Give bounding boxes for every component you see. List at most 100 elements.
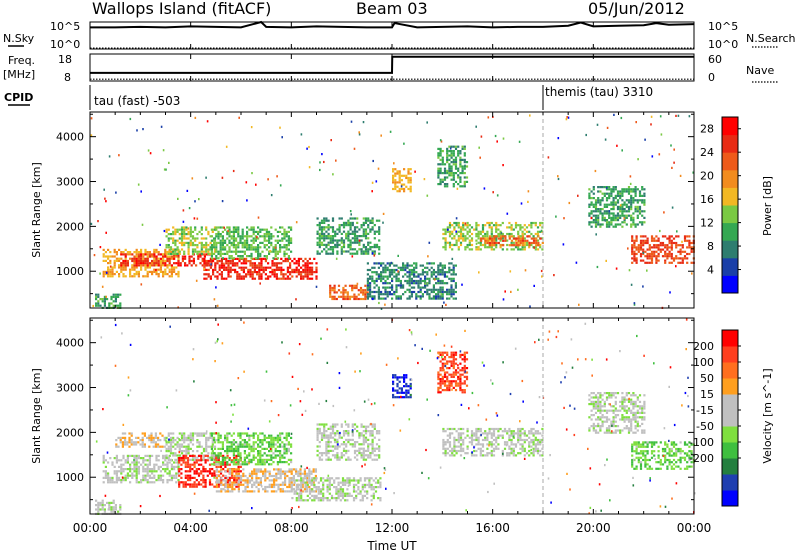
data-cell-11 xyxy=(484,237,487,240)
data-cell-5 xyxy=(303,470,306,473)
data-cell-1 xyxy=(111,481,114,484)
data-cell-4 xyxy=(207,268,210,271)
data-cell-6 xyxy=(217,439,220,442)
data-cell-5 xyxy=(290,226,293,229)
data-cell-3 xyxy=(174,250,177,253)
data-cell-2 xyxy=(190,264,193,267)
data-cell-4 xyxy=(206,474,209,477)
data-cell-4 xyxy=(253,266,256,269)
data-cell-11 xyxy=(457,224,460,227)
data-cell-7 xyxy=(369,248,372,251)
data-cell-4 xyxy=(193,481,196,484)
data-cell-14 xyxy=(672,237,676,240)
data-cell-4 xyxy=(224,476,227,479)
data-cell-12 xyxy=(480,239,483,242)
data-cell-3 xyxy=(183,445,186,448)
data-cell-1 xyxy=(146,463,149,466)
data-cell-7 xyxy=(328,499,331,502)
data-cell-14 xyxy=(688,252,691,256)
data-cell-4 xyxy=(269,266,272,269)
data-cell-12 xyxy=(486,239,489,242)
data-cell-0 xyxy=(112,304,115,307)
data-cell-12 xyxy=(504,237,507,240)
data-cell-14 xyxy=(657,239,660,242)
data-cell-14 xyxy=(670,239,673,242)
sparse-echo xyxy=(353,147,356,150)
data-cell-1 xyxy=(135,457,138,460)
data-cell-6 xyxy=(239,454,242,457)
data-cell-7 xyxy=(379,481,382,484)
data-cell-6 xyxy=(237,432,240,435)
data-cell-1 xyxy=(177,275,180,278)
data-cell-3 xyxy=(189,244,192,247)
data-cell-5 xyxy=(290,470,293,473)
data-cell-6 xyxy=(331,289,334,292)
data-cell-1 xyxy=(148,481,151,484)
data-cell-5 xyxy=(288,477,291,480)
data-cell-11 xyxy=(462,228,465,231)
data-cell-10 xyxy=(461,165,464,168)
data-cell-7 xyxy=(345,250,348,253)
data-cell-10 xyxy=(448,150,451,153)
data-cell-5 xyxy=(217,241,220,244)
data-cell-13 xyxy=(590,190,593,193)
sparse-echo xyxy=(455,230,457,233)
data-cell-7 xyxy=(351,232,354,235)
data-cell-8 xyxy=(406,266,409,269)
data-cell-7 xyxy=(377,486,380,489)
data-cell-8 xyxy=(454,290,457,294)
data-cell-7 xyxy=(313,499,316,502)
sparse-echo xyxy=(635,121,637,124)
data-cell-1 xyxy=(153,474,156,477)
data-cell-12 xyxy=(526,239,529,242)
data-cell-6 xyxy=(232,458,235,461)
data-cell-6 xyxy=(232,447,235,450)
data-cell-7 xyxy=(378,230,381,233)
data-cell-8 xyxy=(408,275,411,278)
data-cell-14 xyxy=(670,248,673,251)
data-cell-9 xyxy=(409,181,412,184)
data-cell-6 xyxy=(272,439,275,442)
data-cell-9 xyxy=(392,181,395,184)
data-cell-4 xyxy=(213,470,216,473)
data-cell-13 xyxy=(614,201,617,204)
data-cell-8 xyxy=(450,295,453,298)
data-cell-7 xyxy=(357,479,360,482)
sparse-echo xyxy=(688,115,691,118)
data-cell-4 xyxy=(239,481,242,484)
data-cell-14 xyxy=(657,246,660,249)
data-cell-8 xyxy=(377,293,380,296)
data-cell-4 xyxy=(289,262,292,265)
data-cell-1 xyxy=(131,474,134,477)
data-cell-4 xyxy=(206,470,209,473)
sparse-echo xyxy=(650,123,652,126)
data-cell-5 xyxy=(270,485,273,489)
data-cell-5 xyxy=(285,233,288,236)
data-cell-11 xyxy=(523,224,526,227)
data-cell-1 xyxy=(146,266,149,269)
data-cell-1 xyxy=(155,270,158,273)
data-cell-12 xyxy=(510,244,514,247)
data-cell-3 xyxy=(209,436,212,439)
data-cell-3 xyxy=(178,432,181,435)
data-cell-6 xyxy=(219,447,222,450)
data-cell-7 xyxy=(293,492,296,495)
data-cell-6 xyxy=(274,450,277,453)
data-cell-7 xyxy=(341,492,345,495)
data-cell-1 xyxy=(173,461,176,464)
data-cell-3 xyxy=(174,228,177,231)
data-cell-11 xyxy=(517,224,520,227)
data-cell-4 xyxy=(220,264,223,267)
data-cell-1 xyxy=(107,268,110,271)
data-cell-4 xyxy=(304,271,307,274)
data-cell-13 xyxy=(641,201,644,204)
sparse-echo xyxy=(483,187,486,190)
data-cell-7 xyxy=(372,497,375,500)
data-cell-4 xyxy=(189,454,192,457)
data-cell-3 xyxy=(165,228,168,231)
data-cell-7 xyxy=(351,224,354,227)
data-cell-7 xyxy=(308,492,312,495)
data-cell-8 xyxy=(397,266,400,269)
data-cell-12 xyxy=(532,237,536,240)
data-cell-3 xyxy=(213,447,217,450)
